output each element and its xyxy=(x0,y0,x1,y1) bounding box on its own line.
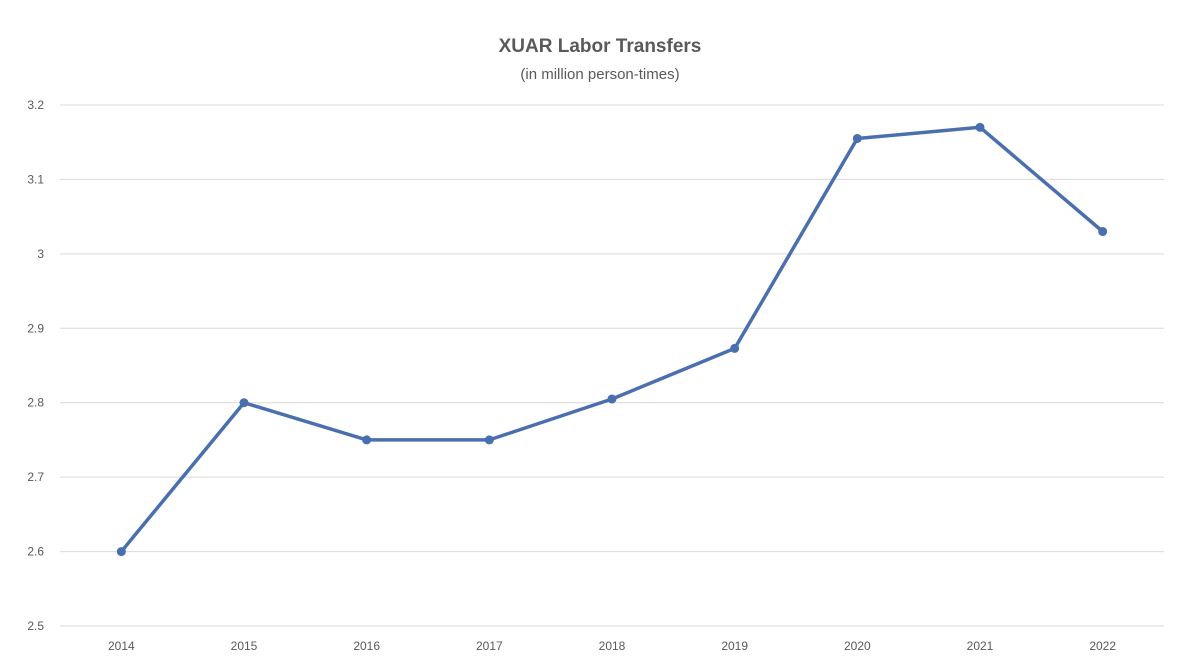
series-layer xyxy=(116,122,1108,557)
data-point xyxy=(239,398,249,408)
series-line xyxy=(119,125,1105,554)
x-tick-label: 2020 xyxy=(844,639,871,653)
x-tick-label: 2022 xyxy=(1089,639,1116,653)
y-tick-label: 2.9 xyxy=(27,321,44,335)
x-tick-label: 2019 xyxy=(721,639,748,653)
x-axis-ticks: 2014 2015 2016 2017 2018 2019 2020 2021 2022 xyxy=(108,639,1116,653)
x-tick-label: 2017 xyxy=(476,639,503,653)
x-tick-label: 2018 xyxy=(599,639,626,653)
chart-title: XUAR Labor Transfers xyxy=(498,36,702,57)
y-tick-label: 3.2 xyxy=(27,98,44,112)
gridlines xyxy=(60,104,1164,627)
y-tick-label: 3.1 xyxy=(27,172,44,186)
y-tick-label: 2.7 xyxy=(27,470,44,484)
y-axis-ticks: 2.5 2.6 2.7 2.8 2.9 3 3.1 3.2 xyxy=(27,98,44,633)
y-tick-label: 2.6 xyxy=(27,545,44,559)
data-point xyxy=(1098,227,1108,237)
data-point xyxy=(484,435,494,445)
y-tick-label: 3 xyxy=(37,247,44,261)
x-tick-label: 2015 xyxy=(231,639,258,653)
x-tick-label: 2014 xyxy=(108,639,135,653)
y-tick-label: 2.8 xyxy=(27,396,44,410)
data-point xyxy=(730,343,740,353)
x-tick-label: 2021 xyxy=(967,639,994,653)
data-point xyxy=(975,122,985,132)
data-point xyxy=(362,435,372,445)
chart-subtitle: (in million person-times) xyxy=(520,66,680,83)
x-tick-label: 2016 xyxy=(353,639,380,653)
data-point xyxy=(607,394,617,404)
data-point xyxy=(116,547,126,557)
data-point xyxy=(852,133,862,143)
y-tick-label: 2.5 xyxy=(27,619,44,633)
